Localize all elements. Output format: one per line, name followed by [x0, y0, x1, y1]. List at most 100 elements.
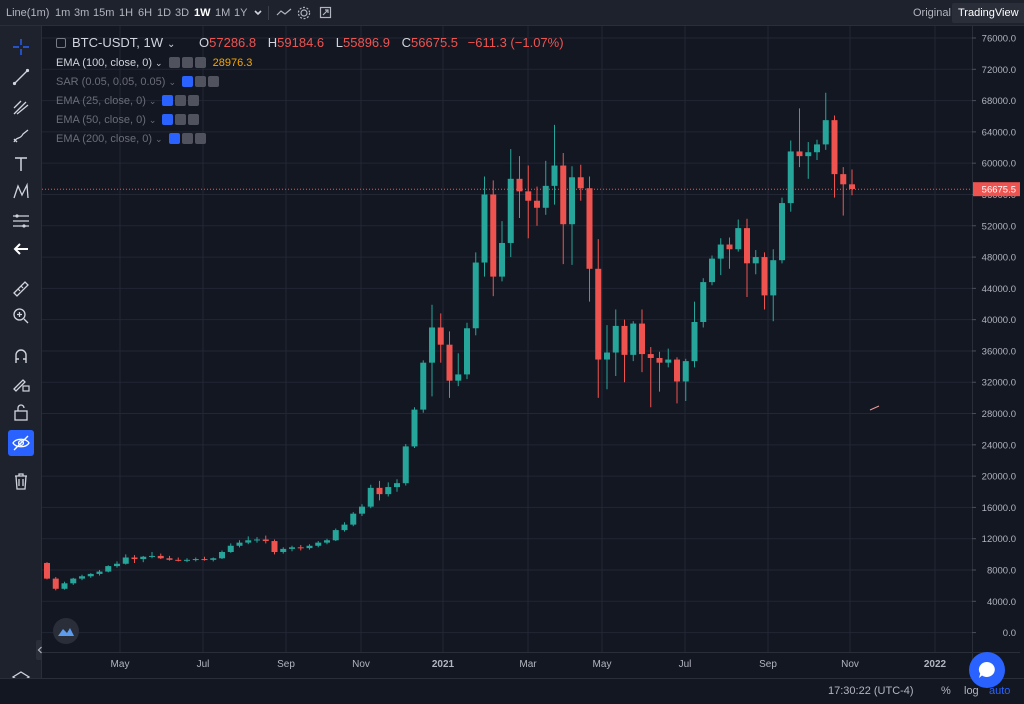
candle[interactable] [674, 357, 680, 404]
close-icon[interactable] [208, 76, 219, 87]
interval-3d[interactable]: 3D [175, 7, 190, 19]
candle[interactable] [464, 322, 470, 380]
candle[interactable] [332, 528, 339, 542]
candle[interactable] [551, 124, 558, 205]
trash-icon[interactable] [8, 468, 34, 494]
candle[interactable] [149, 552, 155, 559]
candle[interactable] [647, 347, 654, 408]
candle[interactable] [70, 577, 77, 585]
interval-1mo[interactable]: 1M [215, 7, 231, 19]
indicator-ema-50[interactable]: EMA (50, close, 0) ⌄ [56, 111, 200, 129]
magnet-icon[interactable] [8, 343, 34, 369]
candle[interactable] [61, 581, 68, 590]
candle[interactable] [691, 301, 698, 368]
candle[interactable] [411, 407, 418, 448]
candle[interactable] [87, 573, 94, 578]
candle[interactable] [490, 180, 497, 297]
lock-icon[interactable] [8, 399, 34, 425]
fullscreen-icon[interactable] [319, 0, 332, 26]
percent-scale-toggle[interactable]: % [941, 685, 951, 697]
candle[interactable] [131, 555, 138, 563]
candle[interactable] [420, 360, 427, 413]
indicator-ema-100[interactable]: EMA (100, close, 0) ⌄ 28976.3 [56, 54, 252, 72]
trend-line-icon[interactable] [8, 64, 34, 90]
settings-icon[interactable] [181, 133, 193, 144]
brush-icon[interactable] [8, 123, 34, 149]
settings-icon[interactable] [195, 76, 206, 87]
candle[interactable] [227, 543, 234, 553]
candle[interactable] [44, 562, 50, 580]
candle[interactable] [805, 142, 812, 179]
interval-15m[interactable]: 15m [93, 7, 115, 19]
close-icon[interactable] [194, 57, 206, 68]
chevron-down-icon[interactable] [253, 0, 263, 26]
candle[interactable] [280, 547, 287, 554]
settings-icon[interactable] [181, 57, 193, 68]
candle[interactable] [105, 565, 112, 573]
candle[interactable] [604, 325, 610, 390]
indicators-icon[interactable] [276, 0, 292, 26]
candle[interactable] [271, 539, 278, 555]
close-icon[interactable] [194, 133, 206, 144]
candle[interactable] [245, 536, 252, 545]
candle[interactable] [534, 186, 540, 226]
candle[interactable] [717, 238, 724, 276]
candle[interactable] [79, 574, 85, 581]
candle[interactable] [192, 557, 199, 562]
candle[interactable] [96, 570, 103, 576]
hidden-eye-icon[interactable] [182, 76, 193, 87]
chevron-down-icon[interactable]: ⌄ [155, 134, 163, 144]
hidden-eye-icon[interactable] [162, 114, 174, 125]
interval-1m[interactable]: 1m [55, 7, 71, 19]
candle[interactable] [779, 197, 785, 264]
candle[interactable] [656, 351, 663, 392]
candle[interactable] [726, 237, 733, 269]
candle[interactable] [455, 353, 462, 387]
candle[interactable] [201, 556, 208, 561]
log-scale-toggle[interactable]: log [964, 685, 979, 697]
interval-3m[interactable]: 3m [74, 7, 90, 19]
candle[interactable] [385, 482, 392, 497]
candle[interactable] [289, 545, 295, 552]
arrow-left-icon[interactable] [8, 236, 34, 262]
candle[interactable] [262, 535, 269, 544]
candle[interactable] [840, 167, 847, 216]
candle[interactable] [822, 92, 829, 150]
settings-icon[interactable] [175, 114, 187, 125]
candle[interactable] [350, 512, 357, 527]
candle[interactable] [814, 139, 820, 161]
candle[interactable] [499, 221, 505, 282]
candle[interactable] [114, 561, 120, 568]
candle[interactable] [796, 108, 803, 168]
candle[interactable] [595, 239, 602, 398]
candle[interactable] [481, 176, 488, 277]
candle[interactable] [437, 313, 444, 363]
collapse-toolbar-handle[interactable] [36, 640, 44, 660]
candle[interactable] [849, 169, 855, 196]
candle[interactable] [682, 358, 689, 402]
candle[interactable] [140, 555, 147, 563]
candle[interactable] [586, 176, 593, 302]
text-tool-icon[interactable] [8, 151, 34, 177]
interval-1h[interactable]: 1H [119, 7, 134, 19]
candle[interactable] [166, 555, 173, 561]
chart-type-selector[interactable]: Line(1m) [6, 7, 50, 19]
hide-drawings-eye-icon[interactable] [8, 430, 34, 456]
candle[interactable] [621, 319, 628, 383]
auto-scale-toggle[interactable]: auto [989, 685, 1011, 697]
collapse-legend-icon[interactable] [56, 38, 66, 48]
pattern-icon[interactable] [8, 179, 34, 205]
crosshair-icon[interactable] [8, 34, 34, 60]
candle[interactable] [210, 557, 217, 562]
candle[interactable] [219, 550, 225, 560]
chevron-down-icon[interactable]: ⌄ [155, 58, 163, 68]
candle[interactable] [516, 156, 523, 218]
candle[interactable] [665, 348, 672, 368]
candle[interactable] [569, 166, 575, 265]
fib-tool-icon[interactable] [8, 208, 34, 234]
original-view-button[interactable]: Original [913, 7, 951, 19]
indicator-ema-200[interactable]: EMA (200, close, 0) ⌄ [56, 130, 206, 148]
candle[interactable] [402, 444, 409, 486]
hidden-eye-icon[interactable] [162, 95, 174, 106]
clock-time[interactable]: 17:30:22 (UTC-4) [828, 685, 914, 697]
